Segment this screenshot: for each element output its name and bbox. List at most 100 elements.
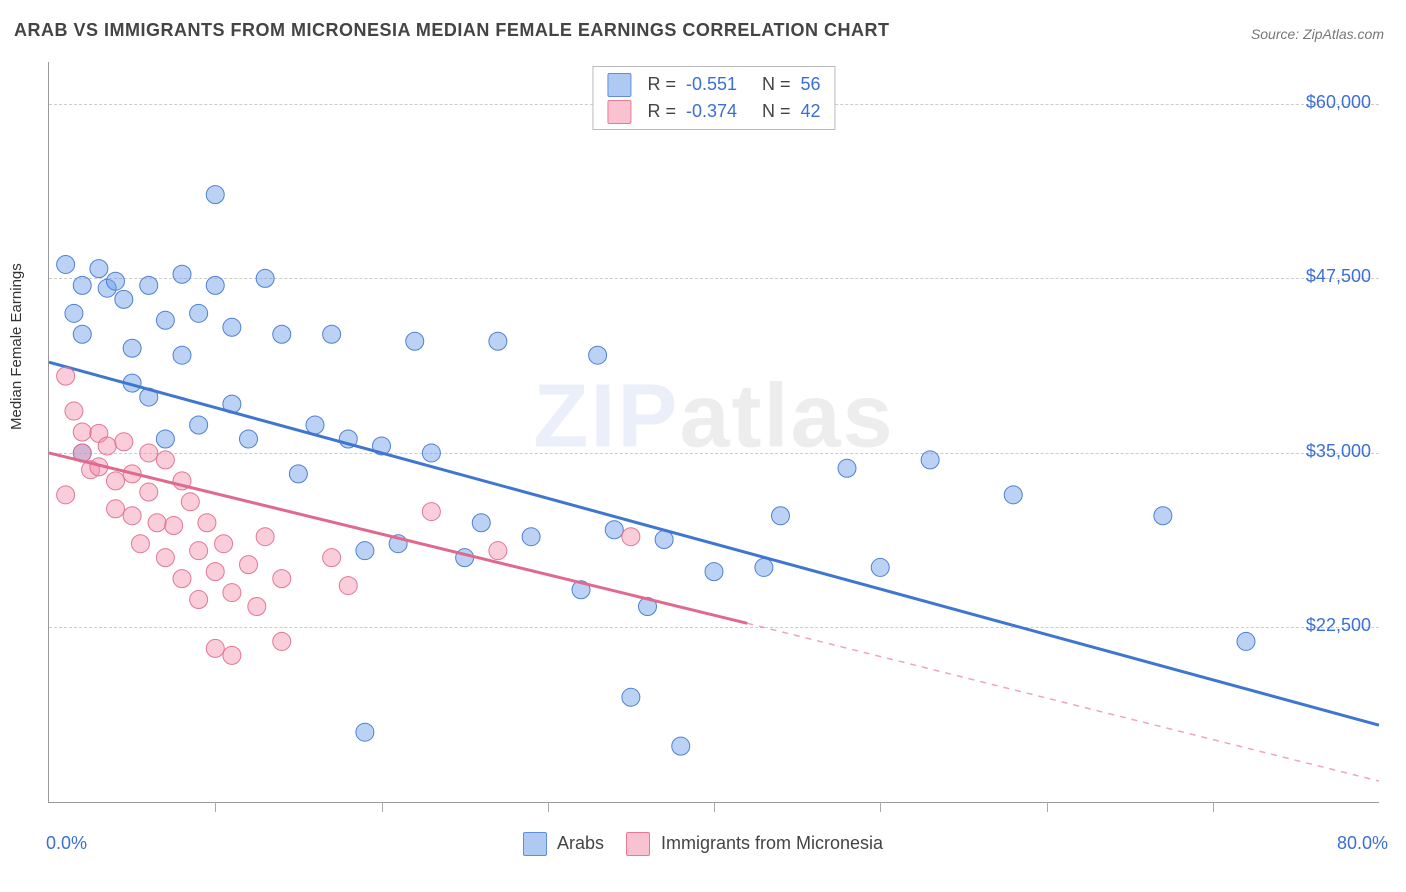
scatter-svg xyxy=(49,62,1379,802)
trend-line-micronesia xyxy=(49,453,747,623)
data-point-arabs xyxy=(356,542,374,560)
data-point-micronesia xyxy=(240,556,258,574)
data-point-micronesia xyxy=(148,514,166,532)
data-point-micronesia xyxy=(131,535,149,553)
data-point-arabs xyxy=(356,723,374,741)
data-point-micronesia xyxy=(107,500,125,518)
data-point-micronesia xyxy=(107,472,125,490)
data-point-micronesia xyxy=(489,542,507,560)
r-value-micronesia: -0.374 xyxy=(686,98,737,125)
x-tick xyxy=(382,802,383,812)
data-point-arabs xyxy=(65,304,83,322)
data-point-micronesia xyxy=(206,639,224,657)
stat-legend: R = -0.551 N = 56 R = -0.374 N = 42 xyxy=(592,66,835,130)
r-value-arabs: -0.551 xyxy=(686,71,737,98)
data-point-arabs xyxy=(140,276,158,294)
data-point-micronesia xyxy=(223,584,241,602)
chart-plot-area: ZIPatlas $22,500$35,000$47,500$60,000 R … xyxy=(48,62,1379,803)
x-tick xyxy=(1213,802,1214,812)
data-point-micronesia xyxy=(73,423,91,441)
data-point-micronesia xyxy=(190,542,208,560)
trend-line-dash-micronesia xyxy=(747,623,1379,781)
n-value-micronesia: 42 xyxy=(801,98,821,125)
legend-swatch-pink xyxy=(607,100,631,124)
data-point-micronesia xyxy=(156,451,174,469)
data-point-micronesia xyxy=(140,444,158,462)
data-point-micronesia xyxy=(65,402,83,420)
data-point-arabs xyxy=(240,430,258,448)
data-point-micronesia xyxy=(156,549,174,567)
source-label: Source: ZipAtlas.com xyxy=(1251,26,1384,42)
data-point-arabs xyxy=(755,558,773,576)
data-point-arabs xyxy=(206,276,224,294)
data-point-micronesia xyxy=(622,528,640,546)
data-point-micronesia xyxy=(273,570,291,588)
data-point-micronesia xyxy=(123,507,141,525)
x-tick xyxy=(215,802,216,812)
data-point-arabs xyxy=(223,318,241,336)
data-point-micronesia xyxy=(339,577,357,595)
n-value-arabs: 56 xyxy=(801,71,821,98)
data-point-micronesia xyxy=(198,514,216,532)
data-point-arabs xyxy=(705,563,723,581)
data-point-arabs xyxy=(173,346,191,364)
data-point-arabs xyxy=(107,272,125,290)
data-point-micronesia xyxy=(422,503,440,521)
legend-swatch-micronesia xyxy=(626,832,650,856)
data-point-micronesia xyxy=(206,563,224,581)
data-point-micronesia xyxy=(273,632,291,650)
data-point-arabs xyxy=(772,507,790,525)
data-point-arabs xyxy=(1237,632,1255,650)
data-point-arabs xyxy=(323,325,341,343)
data-point-micronesia xyxy=(57,367,75,385)
data-point-micronesia xyxy=(98,437,116,455)
x-tick xyxy=(1047,802,1048,812)
data-point-arabs xyxy=(90,260,108,278)
data-point-arabs xyxy=(522,528,540,546)
data-point-arabs xyxy=(838,459,856,477)
r-label: R = xyxy=(647,71,676,98)
data-point-arabs xyxy=(73,276,91,294)
data-point-arabs xyxy=(173,265,191,283)
data-point-arabs xyxy=(1004,486,1022,504)
data-point-arabs xyxy=(115,290,133,308)
x-tick xyxy=(880,802,881,812)
legend-item-arabs: Arabs xyxy=(523,832,604,856)
data-point-micronesia xyxy=(323,549,341,567)
data-point-arabs xyxy=(73,325,91,343)
n-label-2: N = xyxy=(762,98,791,125)
data-point-arabs xyxy=(871,558,889,576)
data-point-micronesia xyxy=(57,486,75,504)
data-point-arabs xyxy=(190,416,208,434)
series-legend: Arabs Immigrants from Micronesia xyxy=(0,832,1406,856)
y-axis-label: Median Female Earnings xyxy=(8,263,25,430)
data-point-micronesia xyxy=(190,591,208,609)
stat-legend-row-arabs: R = -0.551 N = 56 xyxy=(607,71,820,98)
data-point-arabs xyxy=(256,269,274,287)
data-point-micronesia xyxy=(115,433,133,451)
data-point-arabs xyxy=(190,304,208,322)
data-point-arabs xyxy=(422,444,440,462)
data-point-arabs xyxy=(921,451,939,469)
data-point-arabs xyxy=(156,430,174,448)
legend-item-micronesia: Immigrants from Micronesia xyxy=(626,832,883,856)
data-point-micronesia xyxy=(256,528,274,546)
data-point-arabs xyxy=(472,514,490,532)
x-tick xyxy=(548,802,549,812)
data-point-arabs xyxy=(306,416,324,434)
data-point-arabs xyxy=(1154,507,1172,525)
data-point-arabs xyxy=(672,737,690,755)
chart-title: ARAB VS IMMIGRANTS FROM MICRONESIA MEDIA… xyxy=(14,20,889,41)
data-point-micronesia xyxy=(181,493,199,511)
r-label-2: R = xyxy=(647,98,676,125)
legend-swatch-blue xyxy=(607,73,631,97)
data-point-arabs xyxy=(489,332,507,350)
data-point-micronesia xyxy=(140,483,158,501)
data-point-arabs xyxy=(57,255,75,273)
data-point-micronesia xyxy=(223,646,241,664)
data-point-arabs xyxy=(156,311,174,329)
data-point-micronesia xyxy=(248,598,266,616)
data-point-arabs xyxy=(605,521,623,539)
data-point-micronesia xyxy=(215,535,233,553)
data-point-arabs xyxy=(123,339,141,357)
